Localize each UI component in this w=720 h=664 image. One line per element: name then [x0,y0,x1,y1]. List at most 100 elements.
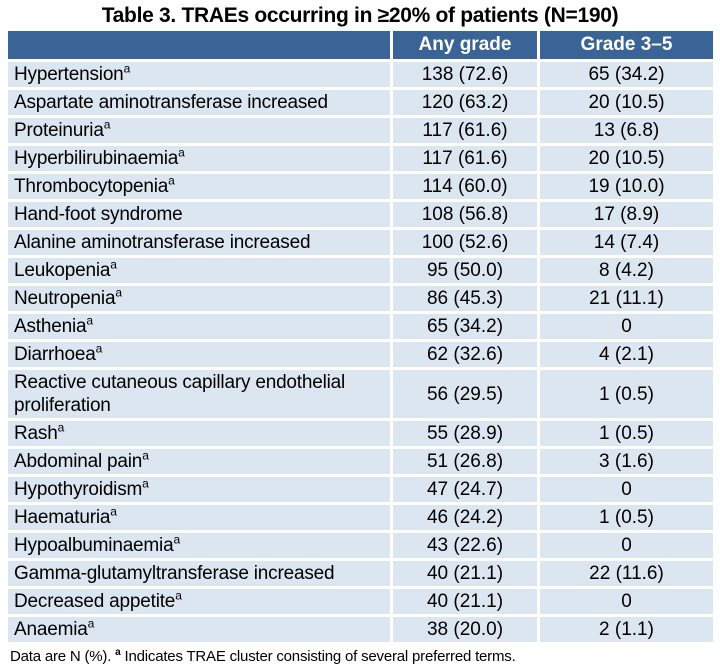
table-row: Rasha 55 (28.9) 1 (0.5) [8,421,713,449]
table-row: Hypertensiona 138 (72.6) 65 (34.2) [8,62,713,90]
blank-header-cell [8,31,390,62]
table-row: Neutropeniaa 86 (45.3) 21 (11.1) [8,286,713,314]
trae-term-cell: Anaemiaa [8,617,390,645]
table-row: Thrombocytopeniaa 114 (60.0) 19 (10.0) [8,174,713,202]
table-row: Diarrhoeaa 62 (32.6) 4 (2.1) [8,342,713,370]
trae-term-cell: Hypertensiona [8,62,390,90]
grade-3-5-cell: 20 (10.5) [537,146,713,174]
grade-3-5-cell: 65 (34.2) [537,62,713,90]
trae-term-cell: Thrombocytopeniaa [8,174,390,202]
any-grade-cell: 120 (63.2) [390,90,537,118]
grade-3-5-column-header: Grade 3–5 [537,31,713,62]
any-grade-cell: 40 (21.1) [390,561,537,589]
trae-term-cell: Abdominal paina [8,449,390,477]
any-grade-cell: 95 (50.0) [390,258,537,286]
trae-table: Any grade Grade 3–5 Hypertensiona 138 (72… [8,31,713,645]
any-grade-cell: 51 (26.8) [390,449,537,477]
any-grade-cell: 117 (61.6) [390,118,537,146]
cluster-footnote-marker: a [110,257,117,272]
trae-term-cell: Hypothyroidisma [8,477,390,505]
grade-3-5-cell: 1 (0.5) [537,421,713,449]
grade-3-5-cell: 22 (11.6) [537,561,713,589]
footnote-prefix: Data are N (%). [10,648,116,664]
table-row: Haematuriaa 46 (24.2) 1 (0.5) [8,505,713,533]
grade-3-5-cell: 20 (10.5) [537,90,713,118]
any-grade-cell: 117 (61.6) [390,146,537,174]
trae-term-cell: Reactive cutaneous capillary endothelial… [8,370,390,421]
grade-3-5-cell: 0 [537,314,713,342]
table-row: Decreased appetitea 40 (21.1) 0 [8,589,713,617]
any-grade-cell: 46 (24.2) [390,505,537,533]
trae-term-cell: Leukopeniaa [8,258,390,286]
trae-term-cell: Aspartate aminotransferase increased [8,90,390,118]
cluster-footnote-marker: a [123,61,131,76]
grade-3-5-cell: 0 [537,533,713,561]
table-header-row: Any grade Grade 3–5 [8,31,713,62]
any-grade-cell: 47 (24.7) [390,477,537,505]
grade-3-5-cell: 17 (8.9) [537,202,713,230]
any-grade-cell: 114 (60.0) [390,174,537,202]
any-grade-cell: 100 (52.6) [390,230,537,258]
grade-3-5-cell: 19 (10.0) [537,174,713,202]
cluster-footnote-marker: a [95,341,103,356]
grade-3-5-cell: 1 (0.5) [537,505,713,533]
cluster-footnote-marker: a [142,448,149,463]
grade-3-5-cell: 0 [537,589,713,617]
any-grade-cell: 62 (32.6) [390,342,537,370]
cluster-footnote-marker: a [168,173,175,188]
table-row: Hypothyroidisma 47 (24.7) 0 [8,477,713,505]
grade-3-5-cell: 14 (7.4) [537,230,713,258]
table-row: Astheniaa 65 (34.2) 0 [8,314,713,342]
trae-term-cell: Proteinuriaa [8,118,390,146]
grade-3-5-cell: 2 (1.1) [537,617,713,645]
trae-term-cell: Hand-foot syndrome [8,202,390,230]
cluster-footnote-marker: a [142,476,149,491]
footnote-text: Indicates TRAE cluster consisting of sev… [120,648,516,664]
table-row: Abdominal paina 51 (26.8) 3 (1.6) [8,449,713,477]
any-grade-cell: 86 (45.3) [390,286,537,314]
grade-3-5-cell: 8 (4.2) [537,258,713,286]
trae-term-cell: Decreased appetitea [8,589,390,617]
grade-3-5-cell: 13 (6.8) [537,118,713,146]
grade-3-5-cell: 0 [537,477,713,505]
trae-term-cell: Diarrhoeaa [8,342,390,370]
table-row: Gamma-glutamyltransferase increased 40 (2… [8,561,713,589]
cluster-footnote-marker: a [110,504,117,519]
any-grade-cell: 38 (20.0) [390,617,537,645]
any-grade-cell: 138 (72.6) [390,62,537,90]
table-row: Hand-foot syndrome 108 (56.8) 17 (8.9) [8,202,713,230]
trae-term-cell: Haematuriaa [8,505,390,533]
footnote-marker: a [115,647,121,658]
cluster-footnote-marker: a [86,313,93,328]
any-grade-cell: 108 (56.8) [390,202,537,230]
trae-term-cell: Rasha [8,421,390,449]
any-grade-cell: 43 (22.6) [390,533,537,561]
trae-term-cell: Hypoalbuminaemiaa [8,533,390,561]
table-row: Hyperbilirubinaemiaa 117 (61.6) 20 (10.5) [8,146,713,174]
any-grade-cell: 55 (28.9) [390,421,537,449]
table-row: Alanine aminotransferase increased 100 (5… [8,230,713,258]
cluster-footnote-marker: a [115,285,122,300]
table-row: Aspartate aminotransferase increased 120 … [8,90,713,118]
any-grade-cell: 56 (29.5) [390,370,537,421]
any-grade-cell: 40 (21.1) [390,589,537,617]
trae-term-cell: Gamma-glutamyltransferase increased [8,561,390,589]
slide: Table 3. TRAEs occurring in ≥20% of pati… [0,4,720,664]
cluster-footnote-marker: a [173,532,180,547]
trae-term-cell: Neutropeniaa [8,286,390,314]
any-grade-cell: 65 (34.2) [390,314,537,342]
cluster-footnote-marker: a [103,117,111,132]
grade-3-5-cell: 3 (1.6) [537,449,713,477]
table-body: Hypertensiona 138 (72.6) 65 (34.2) Aspartat… [8,62,713,645]
table-row: Hypoalbuminaemiaa 43 (22.6) 0 [8,533,713,561]
trae-term-cell: Alanine aminotransferase increased [8,230,390,258]
grade-3-5-cell: 4 (2.1) [537,342,713,370]
cluster-footnote-marker: a [178,145,185,160]
page-title: Table 3. TRAEs occurring in ≥20% of pati… [101,4,619,27]
any-grade-column-header: Any grade [390,31,537,62]
table-footnote: Data are N (%). a Indicates TRAE cluster… [10,648,720,664]
cluster-footnote-marker: a [87,616,95,631]
grade-3-5-cell: 21 (11.1) [537,286,713,314]
table-row: Anaemiaa 38 (20.0) 2 (1.1) [8,617,713,645]
table-row: Leukopeniaa 95 (50.0) 8 (4.2) [8,258,713,286]
